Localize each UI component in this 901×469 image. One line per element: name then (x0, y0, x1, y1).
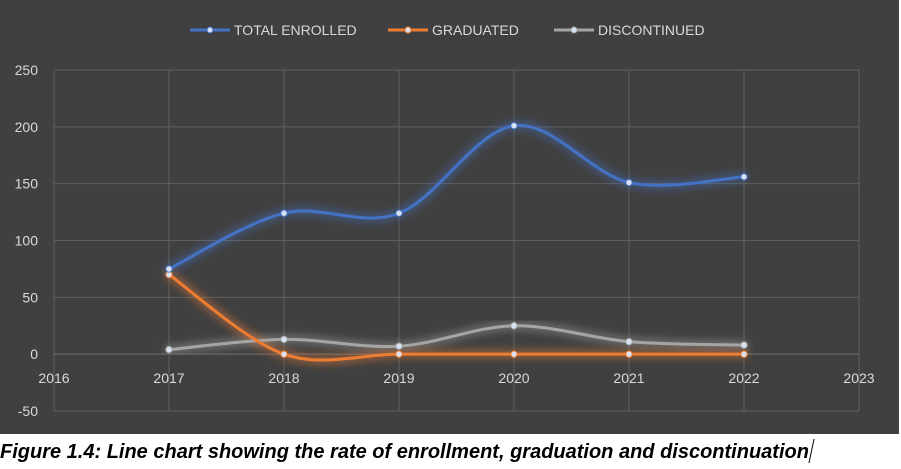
x-tick-label: 2021 (613, 370, 644, 386)
total-enrolled-point (740, 173, 748, 181)
x-tick-label: 2023 (843, 370, 874, 386)
series-lines (165, 121, 748, 362)
y-tick-label: -50 (18, 403, 38, 419)
total-enrolled-line (167, 124, 746, 271)
total-enrolled-point (625, 178, 633, 187)
discontinued-line (167, 324, 746, 352)
graduated-point (395, 350, 403, 358)
discontinued-point (625, 337, 633, 346)
discontinued-point (510, 322, 518, 330)
total-enrolled-legend-marker (206, 26, 214, 34)
discontinued-point (740, 341, 748, 349)
figure-caption: Figure 1.4: Line chart showing the rate … (0, 436, 901, 469)
text-cursor (808, 439, 815, 463)
graduated-legend-marker (404, 26, 412, 34)
x-tick-label: 2019 (383, 370, 414, 386)
graduated-point (510, 350, 518, 358)
legend: TOTAL ENROLLED GRADUATED DISCONTINUED (190, 22, 705, 38)
chart-area: -50 0 50 100 150 200 250 2016 2017 2018 2019 2020 20… (0, 0, 899, 434)
x-tick-label: 2017 (153, 370, 184, 386)
discontinued-legend-marker (570, 26, 578, 34)
discontinued-legend-label: DISCONTINUED (598, 22, 705, 38)
y-tick-label: 150 (15, 176, 39, 192)
graduated-line (167, 273, 746, 362)
x-tick-label: 2020 (498, 370, 529, 386)
y-tick-label: 100 (15, 233, 39, 249)
caption-text: Figure 1.4: Line chart showing the rate … (0, 441, 809, 463)
y-tick-label: 50 (22, 289, 38, 305)
discontinued-point (280, 335, 288, 344)
discontinued-point (395, 342, 403, 350)
graduated-point (740, 350, 748, 358)
total-enrolled-point (395, 209, 403, 217)
x-tick-label: 2022 (728, 370, 759, 386)
x-tick-label: 2018 (268, 370, 299, 386)
line-chart: -50 0 50 100 150 200 250 2016 2017 2018 2019 2020 20… (15, 22, 875, 419)
total-enrolled-point (165, 265, 173, 273)
total-enrolled-glow (164, 121, 749, 274)
total-enrolled-point (510, 121, 518, 130)
graduated-legend-label: GRADUATED (432, 22, 519, 38)
graduated-point (625, 350, 633, 358)
total-enrolled-point (280, 209, 288, 217)
x-tick-label: 2016 (38, 370, 69, 386)
y-tick-label: 0 (30, 346, 38, 362)
graduated-point (280, 350, 288, 358)
y-tick-label: 250 (15, 62, 39, 78)
series-glow (164, 121, 749, 365)
y-tick-label: 200 (15, 119, 39, 135)
discontinued-point (165, 345, 173, 354)
tick-labels: -50 0 50 100 150 200 250 2016 2017 2018 2019 2020 20… (15, 62, 875, 419)
gridlines (53, 69, 860, 412)
total-enrolled-legend-label: TOTAL ENROLLED (234, 22, 357, 38)
